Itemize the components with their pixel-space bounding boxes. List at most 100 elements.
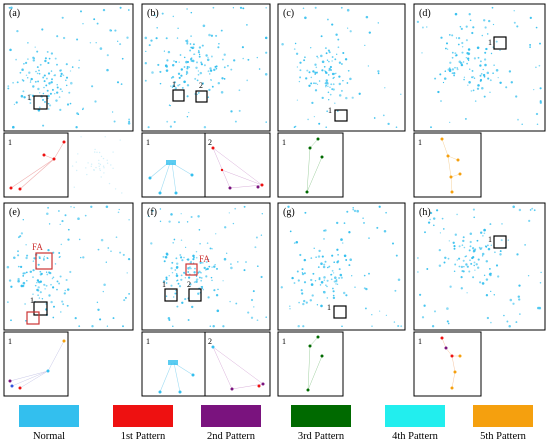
scatter-point <box>293 282 296 284</box>
scatter-point <box>114 188 117 190</box>
scatter-point <box>310 82 313 85</box>
panel-a-inset-label: 1 <box>8 138 12 147</box>
scatter-point <box>59 88 62 91</box>
scatter-point <box>455 37 458 39</box>
scatter-point <box>416 20 420 24</box>
scatter-point <box>457 43 460 46</box>
scatter-point <box>337 38 340 41</box>
scatter-point <box>86 173 88 176</box>
scatter-point <box>197 70 200 72</box>
panel-b-main-frame <box>141 3 271 132</box>
node <box>9 186 13 190</box>
scatter-point <box>458 245 461 248</box>
scatter-point <box>192 254 195 258</box>
scatter-point <box>42 98 44 101</box>
scatter-point <box>326 297 329 299</box>
scatter-point <box>304 16 307 20</box>
scatter-point <box>328 265 331 268</box>
scatter-point <box>343 222 346 224</box>
scatter-point <box>325 79 329 82</box>
scatter-point <box>453 245 456 248</box>
scatter-point <box>324 260 327 263</box>
scatter-point <box>76 38 79 41</box>
scatter-point <box>103 283 106 287</box>
scatter-point <box>331 60 333 62</box>
panel-a: (a) 1 1 <box>3 3 134 198</box>
scatter-point <box>53 305 55 308</box>
scatter-point <box>533 88 535 91</box>
scatter-point <box>34 284 37 287</box>
scatter-point <box>94 100 97 103</box>
scatter-point <box>113 120 116 123</box>
scatter-point <box>232 222 235 225</box>
scatter-point <box>180 278 183 281</box>
scatter-point <box>110 164 112 166</box>
scatter-point <box>170 213 173 216</box>
scatter-point <box>331 254 334 257</box>
scatter-point <box>451 56 454 59</box>
scatter-point <box>480 73 483 75</box>
scatter-point <box>25 74 28 77</box>
scatter-point <box>200 271 202 274</box>
scatter-point <box>94 151 96 153</box>
scatter-point <box>58 256 61 258</box>
scatter-point <box>481 255 484 257</box>
scatter-point <box>151 209 154 212</box>
scatter-point <box>230 263 232 265</box>
scatter-point <box>22 90 25 93</box>
scatter-point <box>298 80 301 83</box>
scatter-point <box>495 69 499 72</box>
scatter-point <box>214 264 216 266</box>
scatter-point <box>473 216 476 219</box>
scatter-point <box>201 44 204 47</box>
scatter-point <box>368 272 370 275</box>
scatter-point <box>221 77 224 80</box>
scatter-point <box>438 264 442 268</box>
scatter-point <box>201 82 204 85</box>
scatter-point <box>456 213 458 216</box>
node <box>446 154 450 158</box>
scatter-point <box>217 81 221 85</box>
scatter-point <box>186 115 189 118</box>
scatter-point <box>144 62 147 65</box>
scatter-point <box>475 263 478 266</box>
scatter-point <box>314 63 317 66</box>
scatter-point <box>23 96 26 99</box>
node <box>256 185 260 189</box>
scatter-point <box>493 294 495 296</box>
scatter-point <box>46 273 49 276</box>
scatter-point <box>174 87 177 90</box>
scatter-point <box>307 118 309 121</box>
scatter-point <box>294 42 297 45</box>
scatter-point <box>371 325 373 328</box>
panel-c-tag: (c) <box>283 8 294 19</box>
scatter-point <box>69 102 72 105</box>
scatter-point <box>332 272 335 274</box>
panel-f: (f) FA 1 2 1 2 <box>141 202 271 397</box>
panel-d-box-1-label: 1 <box>488 38 492 47</box>
scatter-point <box>320 35 323 38</box>
scatter-point <box>185 60 188 64</box>
scatter-point <box>48 57 51 60</box>
scatter-point <box>32 85 35 88</box>
scatter-point <box>387 122 390 126</box>
scatter-point <box>69 270 72 274</box>
scatter-point <box>100 238 104 242</box>
scatter-point <box>439 232 442 234</box>
scatter-point <box>340 89 343 92</box>
scatter-point <box>43 255 46 258</box>
panel-h-main-frame <box>413 202 546 331</box>
node <box>42 153 46 157</box>
scatter-point <box>198 46 202 49</box>
scatter-point <box>485 294 489 297</box>
scatter-point <box>451 72 454 74</box>
scatter-point <box>188 276 191 279</box>
scatter-point <box>58 252 61 254</box>
scatter-point <box>338 268 341 271</box>
scatter-point <box>82 256 85 259</box>
legend-item-3rd-pattern: 3rd Pattern <box>276 400 366 442</box>
scatter-point <box>459 61 463 65</box>
scatter-point <box>175 262 179 265</box>
scatter-point <box>448 34 451 36</box>
scatter-point <box>120 83 123 85</box>
